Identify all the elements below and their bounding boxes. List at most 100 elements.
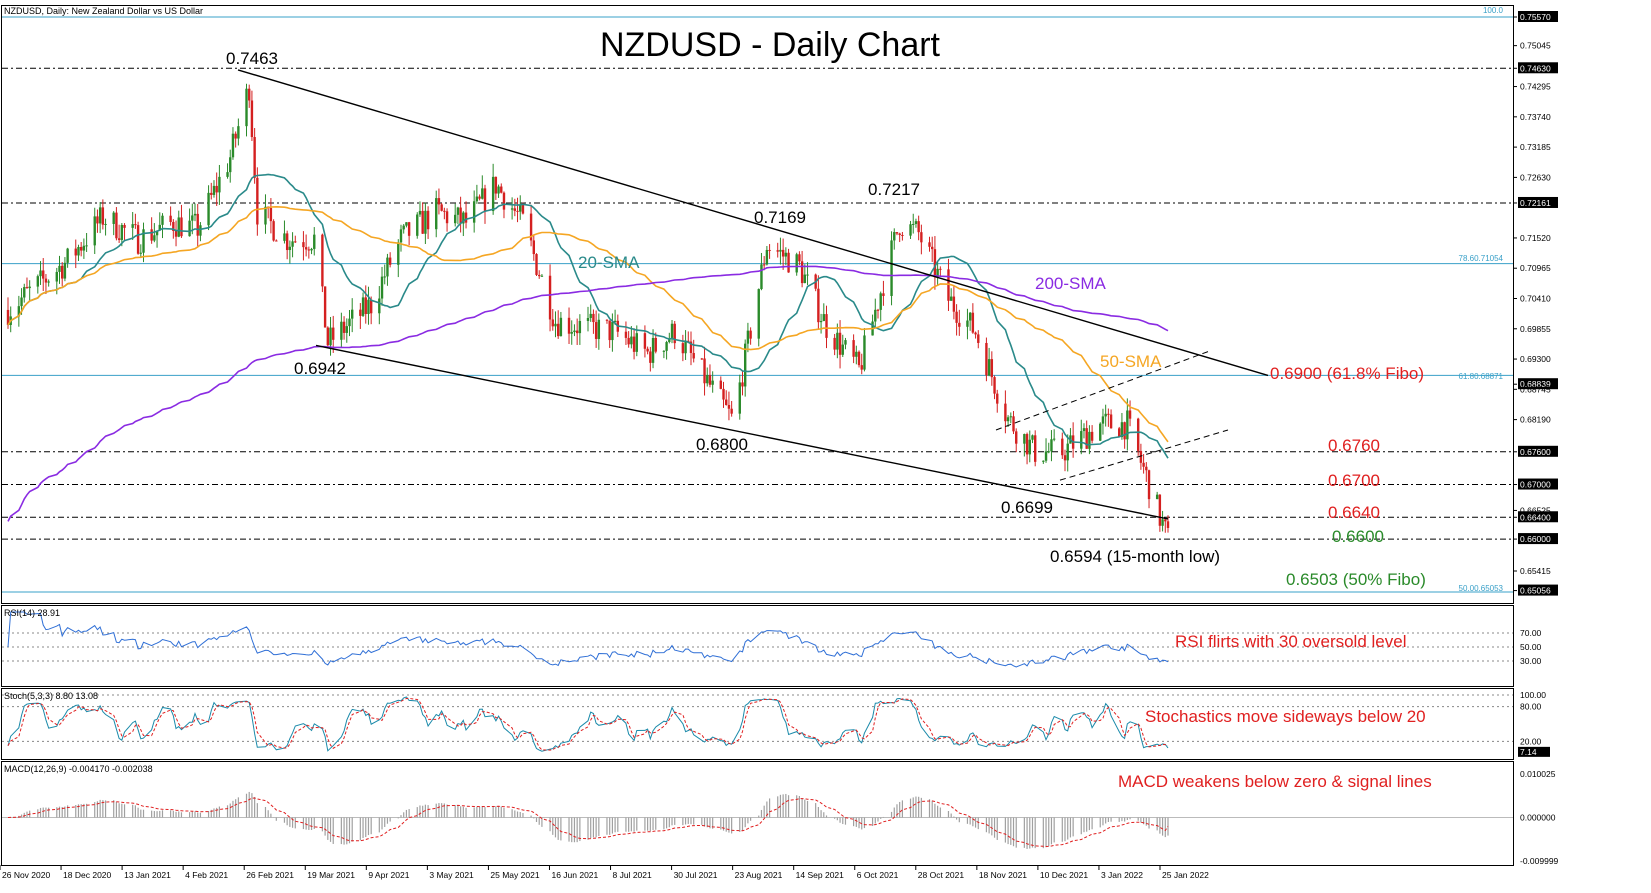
symbol-info: NZDUSD, Daily: New Zealand Dollar vs US … [4,6,203,16]
candle-body [98,207,102,224]
candle-body [304,247,308,250]
candle-body [760,264,763,290]
candle-body [646,348,649,352]
candle-body [188,220,191,237]
candle-body [857,351,861,366]
candle-body [464,212,468,223]
macd-tick: 0.010025 [1520,769,1556,779]
candle-body [478,196,481,199]
candle-body [237,126,240,139]
candle-body [597,319,601,339]
x-tick-label: 18 Nov 2021 [979,870,1027,880]
candle-body [96,216,99,224]
candle-body [624,331,628,338]
candle-body [47,281,50,283]
candle-body [727,404,731,409]
candle-body [272,221,275,241]
price-tag-box [1518,62,1558,74]
x-tick-label: 26 Nov 2020 [2,870,50,880]
annotation-high-7217: 0.7217 [868,180,920,199]
sma50-line [7,205,1169,443]
x-tick-label: 8 Jul 2021 [613,870,652,880]
candle-body [510,208,514,210]
candle-body [418,210,422,215]
annotation-low-6942: 0.6942 [294,359,346,378]
candle-body [681,343,685,354]
candle-body [199,225,202,236]
stoch-tick: 80.00 [1520,702,1542,712]
candle-body [218,176,221,193]
candle-body [294,241,297,243]
candle-body [1101,416,1105,424]
candle-body [1023,434,1026,444]
candle-body [386,257,389,277]
candle-body [1099,423,1102,441]
price-tick-label: 0.75045 [1520,41,1551,51]
candle-body [757,289,760,339]
macd-note: MACD weakens below zero & signal lines [1118,772,1432,791]
candle-body [1164,519,1167,522]
price-tick-label: 0.68190 [1520,415,1551,425]
candle-body [39,270,42,277]
candle-body [1015,431,1018,444]
candle-body [635,333,638,352]
candle-body [115,212,118,239]
candle-body [798,254,801,262]
candle-body [1158,494,1162,526]
price-tag: 0.75570 [1520,12,1551,22]
level-6600-label: 0.6600 [1332,527,1384,546]
candle-body [952,296,956,312]
candle-body [947,269,950,301]
price-tag: 0.68839 [1520,379,1551,389]
candle-body [459,207,462,224]
level-6503-label: 0.6503 (50% Fibo) [1286,570,1426,589]
candle-body [841,344,844,355]
candle-body [795,254,798,273]
candle-body [307,249,311,251]
candle-body [1028,439,1031,455]
candle-body [212,185,216,195]
candle-body [611,321,614,341]
candle-body [112,212,115,224]
candle-body [700,358,704,360]
candle-body [909,224,912,236]
candle-body [627,337,630,345]
candle-body [990,359,994,378]
candle-body [74,248,77,256]
candle-body [345,326,348,333]
candle-body [416,214,419,236]
price-tag-box [1518,533,1558,545]
stoch-tick: 100.00 [1520,690,1546,700]
candle-body [551,319,554,327]
candle-body [643,333,647,349]
candle-body [949,296,953,301]
candle-body [649,351,652,363]
price-tag: 0.65056 [1520,586,1551,596]
candle-body [985,342,988,376]
candle-body [421,210,424,234]
candle-body [483,188,487,212]
main-pane-frame [1,5,1514,604]
candle-body [134,224,137,226]
x-tick-label: 23 Aug 2021 [735,870,783,880]
candle-body [104,223,107,225]
price-tick-label: 0.65415 [1520,566,1551,576]
candle-body [1107,413,1110,415]
price-tag-box [1518,196,1558,208]
candle-body [573,330,576,333]
stoch-note: Stochastics move sideways below 20 [1145,707,1426,726]
candle-body [838,332,842,355]
candle-body [475,196,479,202]
candle-body [540,275,544,277]
candle-body [996,393,999,404]
candle-body [933,249,937,278]
candle-body [556,323,560,337]
candle-body [426,210,430,230]
candle-body [665,342,668,351]
x-tick-label: 3 Jan 2022 [1101,870,1143,880]
candle-body [264,206,267,225]
candle-body [730,408,733,414]
candle-body [719,380,723,389]
candle-body [269,207,273,222]
candle-body [1004,403,1007,422]
